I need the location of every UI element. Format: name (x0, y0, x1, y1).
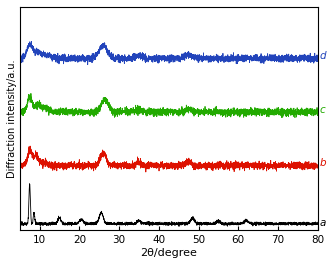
X-axis label: 2θ/degree: 2θ/degree (140, 248, 197, 258)
Y-axis label: Diffraction intensity/a.u.: Diffraction intensity/a.u. (7, 59, 17, 178)
Text: d: d (320, 51, 326, 61)
Text: a: a (320, 218, 326, 228)
Text: b: b (320, 158, 326, 168)
Text: c: c (320, 105, 325, 115)
